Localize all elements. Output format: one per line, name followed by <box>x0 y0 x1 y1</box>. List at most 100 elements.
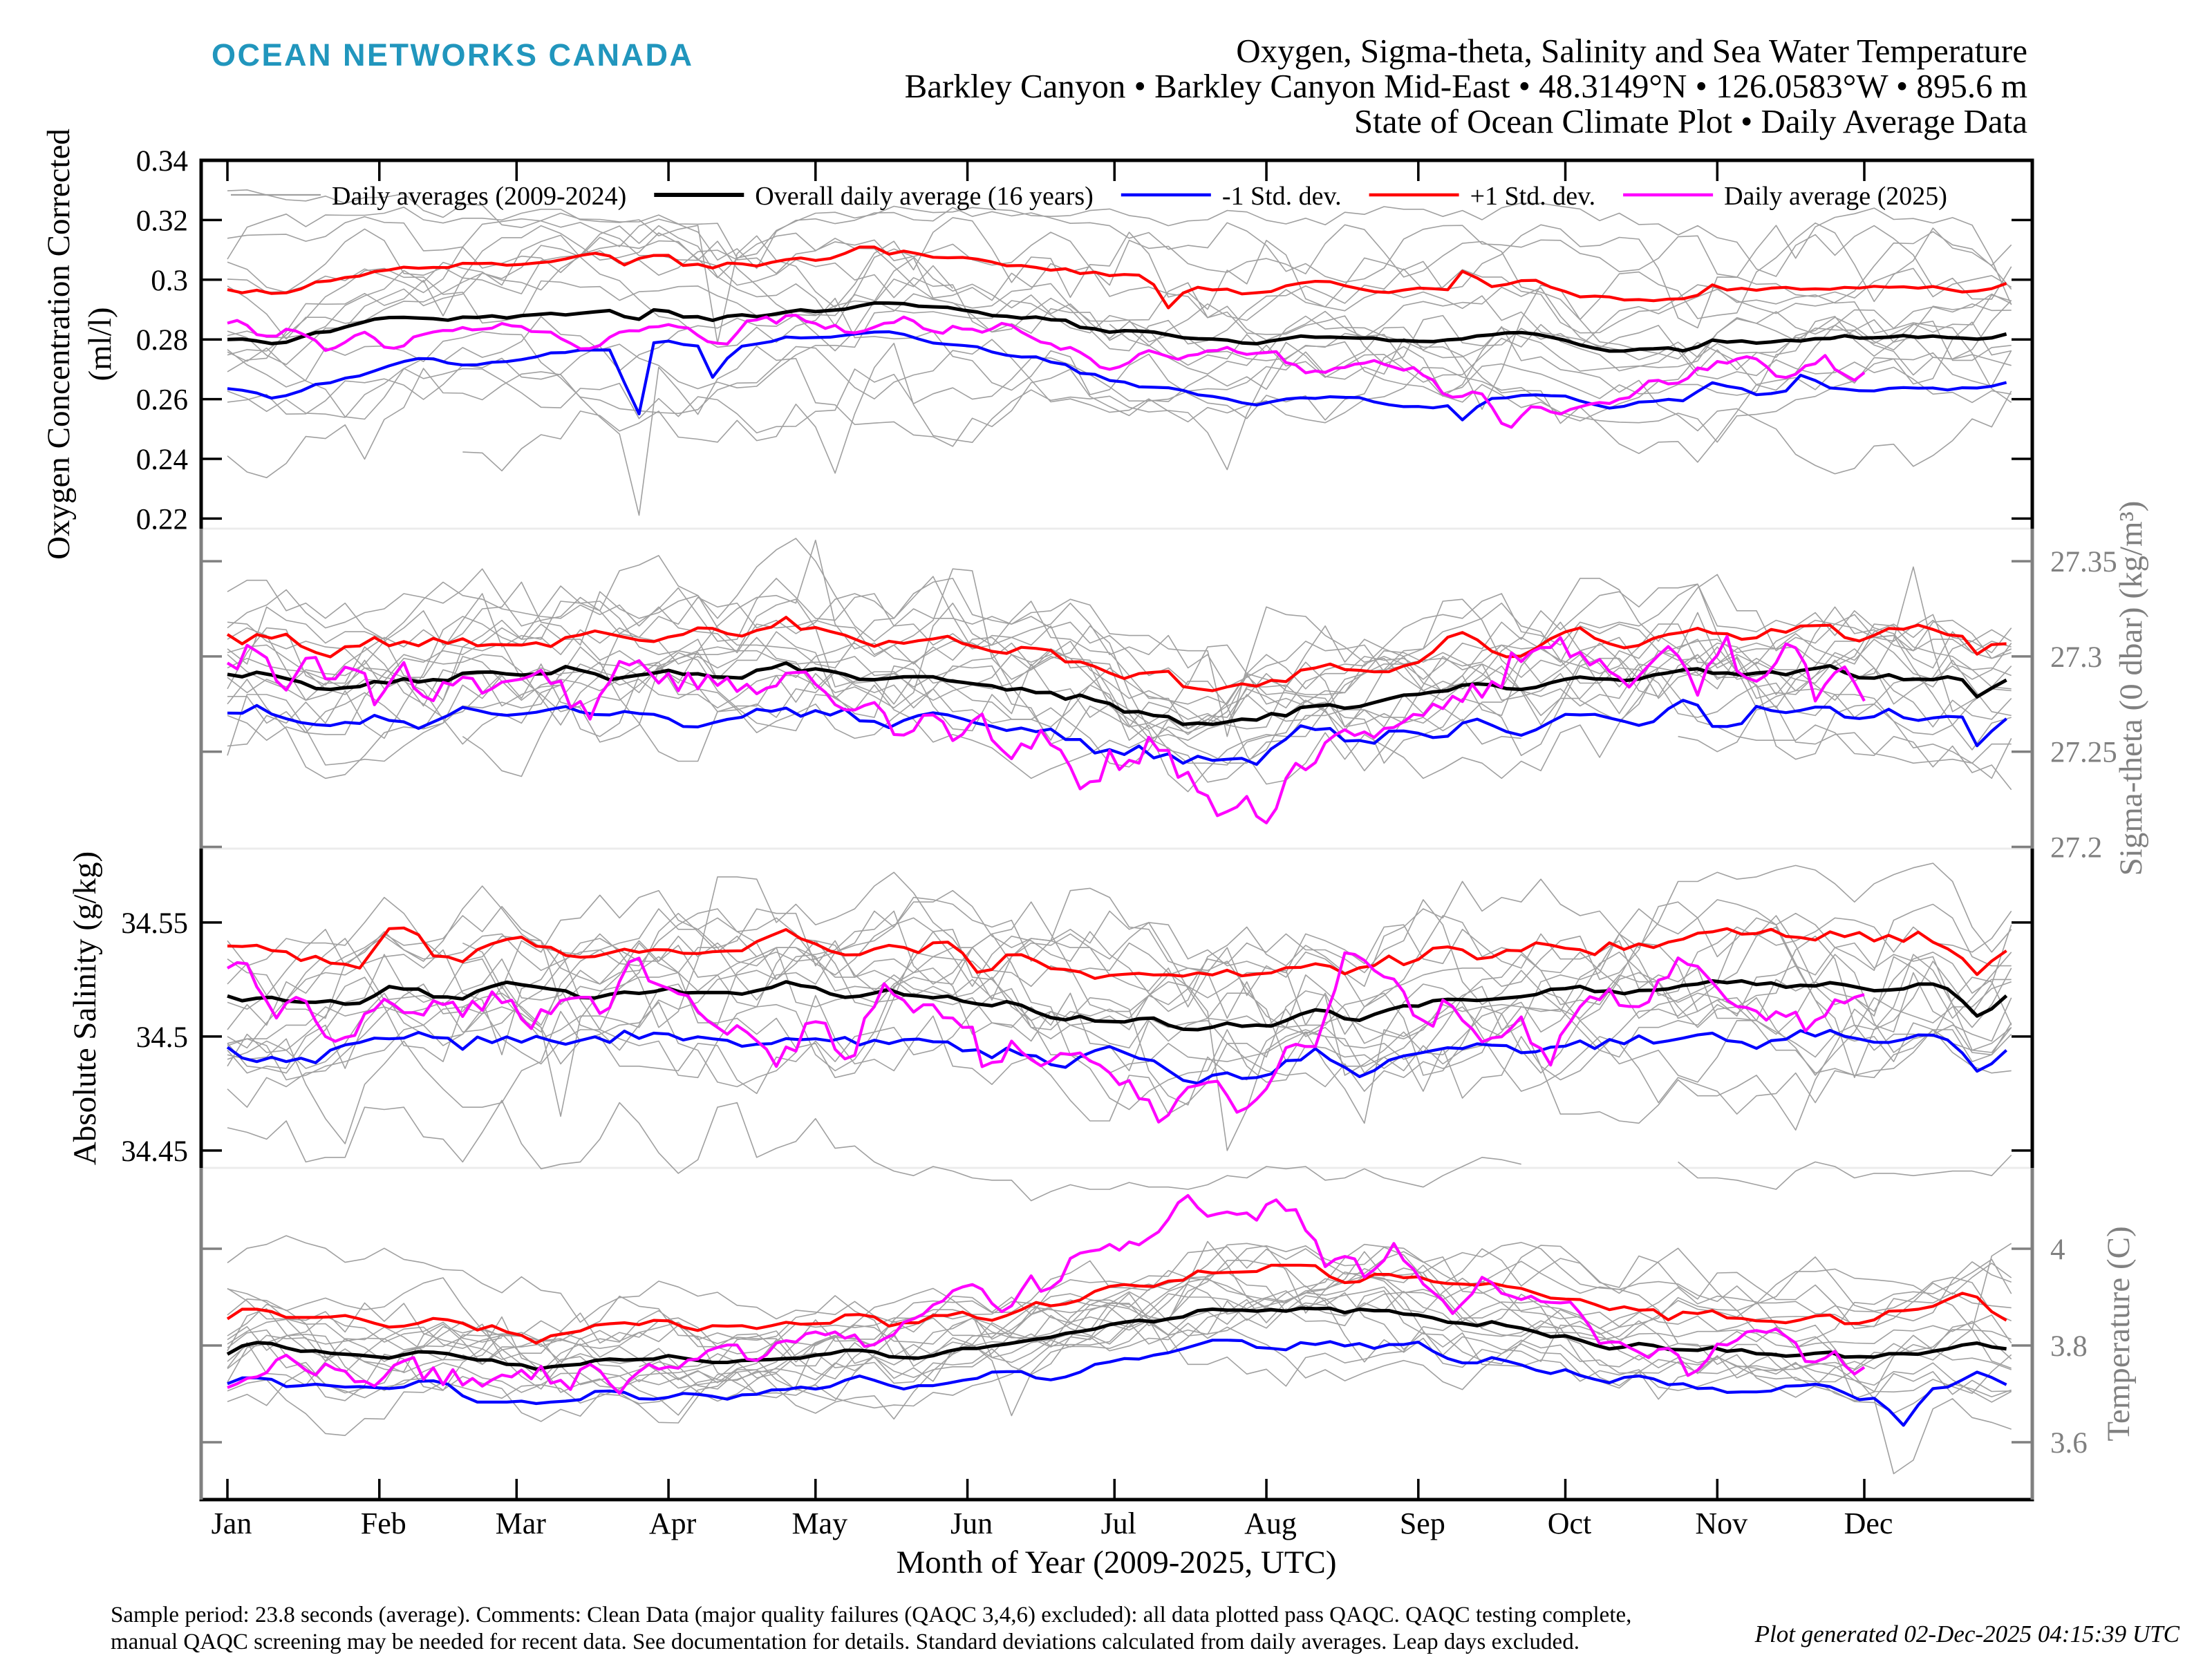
salinity-series-group <box>226 862 2012 1202</box>
x-tick-label-month: Sep <box>1400 1507 1445 1540</box>
salinity-plus-1-std-dev-line <box>227 926 2007 980</box>
sigma_theta-daily-average-year-line <box>227 555 2012 737</box>
salinity-y-tick-label: 34.45 <box>121 1135 188 1168</box>
salinity-y-tick-label: 34.55 <box>121 907 188 940</box>
salinity-minus-1-std-dev-line <box>226 1028 2008 1085</box>
oxygen-daily-average-year-line <box>227 234 2012 421</box>
oxygen-daily-average-2025-line <box>227 314 1866 429</box>
x-axis-label: Month of Year (2009-2025, UTC) <box>896 1545 1336 1580</box>
oxygen-axis-label-line-1: Oxygen Concentration Corrected <box>41 129 77 560</box>
oxygen-daily-average-year-line <box>227 267 2012 443</box>
legend-label-years: Daily averages (2009-2024) <box>332 182 626 211</box>
temperature-daily-average-year-line <box>227 1258 2012 1416</box>
oxygen-y-tick-label: 0.34 <box>136 145 188 178</box>
x-tick-label-month: Nov <box>1695 1507 1747 1540</box>
temperature-y-tick-label: 3.8 <box>2050 1330 2088 1363</box>
band-separators <box>201 527 2032 1169</box>
sigma_theta-daily-average-year-line <box>227 606 2012 780</box>
sigma_theta-daily-average-year-line <box>227 568 2012 764</box>
legend-label-plus_std: +1 Std. dev. <box>1470 182 1596 211</box>
oxygen-daily-average-year-line <box>227 207 2012 366</box>
oxygen-daily-average-year-line <box>227 189 2012 300</box>
oxygen-daily-average-year-line <box>227 325 2012 516</box>
footer-comment-line-1: Sample period: 23.8 seconds (average). C… <box>111 1603 1631 1627</box>
temperature-plus-1-std-dev-line <box>226 1263 2007 1345</box>
salinity-daily-average-year-line <box>227 912 2012 1115</box>
oxygen-y-tick-label: 0.28 <box>136 324 188 357</box>
oxygen-y-tick-label: 0.26 <box>136 384 188 417</box>
plot-generated-timestamp: Plot generated 02-Dec-2025 04:15:39 UTC <box>1754 1621 2180 1647</box>
salinity-daily-average-year-line <box>227 899 2012 1151</box>
oxygen-y-tick-label: 0.3 <box>151 265 188 297</box>
salinity-axis-label: Absolute Salinity (g/kg) <box>67 851 103 1165</box>
sigma_theta-daily-average-year-line <box>227 621 2012 780</box>
temperature-y-tick-label: 4 <box>2050 1234 2065 1266</box>
sigma_theta-daily-average-year-line <box>227 576 2012 735</box>
oxygen-y-tick-label: 0.22 <box>136 503 188 536</box>
temperature-y-tick-label: 3.6 <box>2050 1427 2088 1460</box>
y-axis-labels: Oxygen Concentration Corrected (ml/l) Si… <box>41 129 2149 1442</box>
x-tick-label-month: Mar <box>496 1507 547 1540</box>
salinity-daily-average-year-line <box>227 924 2012 1122</box>
temperature-daily-average-year-line <box>227 1240 2012 1402</box>
temperature-axis-label: Temperature (C) <box>2101 1226 2137 1441</box>
oxygen-minus-1-std-dev-line <box>227 330 2007 422</box>
oxygen-daily-average-year-line <box>227 240 2012 383</box>
legend-label-overall_mean: Overall daily average (16 years) <box>755 182 1094 211</box>
x-tick-label-month: Jun <box>950 1507 993 1540</box>
salinity-daily-average-year-line <box>227 933 2012 1144</box>
x-tick-label-month: Feb <box>361 1507 406 1540</box>
temperature-daily-average-year-line <box>227 1290 2012 1403</box>
plot-title: Oxygen, Sigma-theta, Salinity and Sea Wa… <box>905 32 2028 140</box>
axes-layer: 0.34 0.32 0.3 0.28 0.26 0.24 0.22 27.35 27.3 27.2… <box>121 145 2117 1540</box>
x-tick-label-month: Dec <box>1844 1507 1893 1540</box>
sigma_theta-daily-average-year-line <box>462 603 2012 793</box>
salinity-daily-average-year-line <box>227 908 2012 1124</box>
temperature-daily-average-year-line <box>227 1265 2012 1436</box>
title-line-3: State of Ocean Climate Plot • Daily Aver… <box>1354 102 2027 140</box>
sigma_theta-daily-average-year-line <box>227 538 2012 717</box>
sigma_theta-overall-daily-average-line <box>227 661 2007 726</box>
x-tick-label-month: Jul <box>1101 1507 1136 1540</box>
salinity-daily-average-year-line <box>227 1099 2012 1202</box>
oxygen-series-group <box>227 189 2012 516</box>
x-tick-label-month: Oct <box>1548 1507 1592 1540</box>
temperature-daily-average-year-line <box>227 1242 2012 1398</box>
salinity-y-tick-label: 34.5 <box>136 1021 188 1054</box>
sigma_theta-daily-average-year-line <box>227 583 2012 750</box>
x-tick-label-month: Aug <box>1244 1507 1297 1540</box>
sigma_theta-minus-1-std-dev-line <box>227 699 2007 766</box>
temperature-daily-average-year-line <box>227 1274 2012 1424</box>
sigma-theta-axis-label: Sigma-theta (0 dbar) (kg/m³) <box>2113 501 2149 876</box>
oxygen-y-tick-label: 0.24 <box>136 444 188 476</box>
temperature-daily-average-2025-line <box>227 1193 1866 1395</box>
sigma_theta-y-tick-label: 27.25 <box>2050 737 2117 769</box>
temperature-minus-1-std-dev-line <box>227 1339 2007 1427</box>
title-line-1: Oxygen, Sigma-theta, Salinity and Sea Wa… <box>1236 32 2027 70</box>
sigma_theta-series-group <box>226 538 2012 824</box>
title-line-2: Barkley Canyon • Barkley Canyon Mid-East… <box>905 67 2027 105</box>
temperature-series-group <box>226 1193 2012 1475</box>
sigma_theta-daily-average-2025-line <box>226 634 1866 824</box>
data-series-layer <box>226 189 2012 1475</box>
sigma_theta-plus-1-std-dev-line <box>226 616 2007 692</box>
oxygen-y-tick-label: 0.32 <box>136 205 188 237</box>
sigma_theta-y-tick-label: 27.2 <box>2050 832 2102 865</box>
sigma_theta-y-tick-label: 27.3 <box>2050 641 2102 674</box>
salinity-daily-average-year-line <box>227 896 2012 1067</box>
temperature-daily-average-year-line <box>227 1267 2012 1475</box>
salinity-daily-average-year-line <box>227 901 2012 1079</box>
ocean-networks-canada-logo: OCEAN NETWORKS CANADA <box>212 37 694 73</box>
legend-label-current: Daily average (2025) <box>1724 182 1947 211</box>
legend: Daily averages (2009-2024) Overall daily … <box>231 182 1947 211</box>
sigma_theta-y-tick-label: 27.35 <box>2050 546 2117 578</box>
salinity-daily-average-year-line <box>227 899 2012 1053</box>
oxygen-daily-average-year-line <box>227 216 2012 365</box>
oxygen-axis-label-line-2: (ml/l) <box>82 307 118 381</box>
salinity-daily-average-year-line <box>227 871 2012 1028</box>
footer-notes: Sample period: 23.8 seconds (average). C… <box>111 1603 2180 1654</box>
oxygen-overall-daily-average-line <box>227 301 2007 353</box>
legend-label-minus_std: -1 Std. dev. <box>1222 182 1342 211</box>
